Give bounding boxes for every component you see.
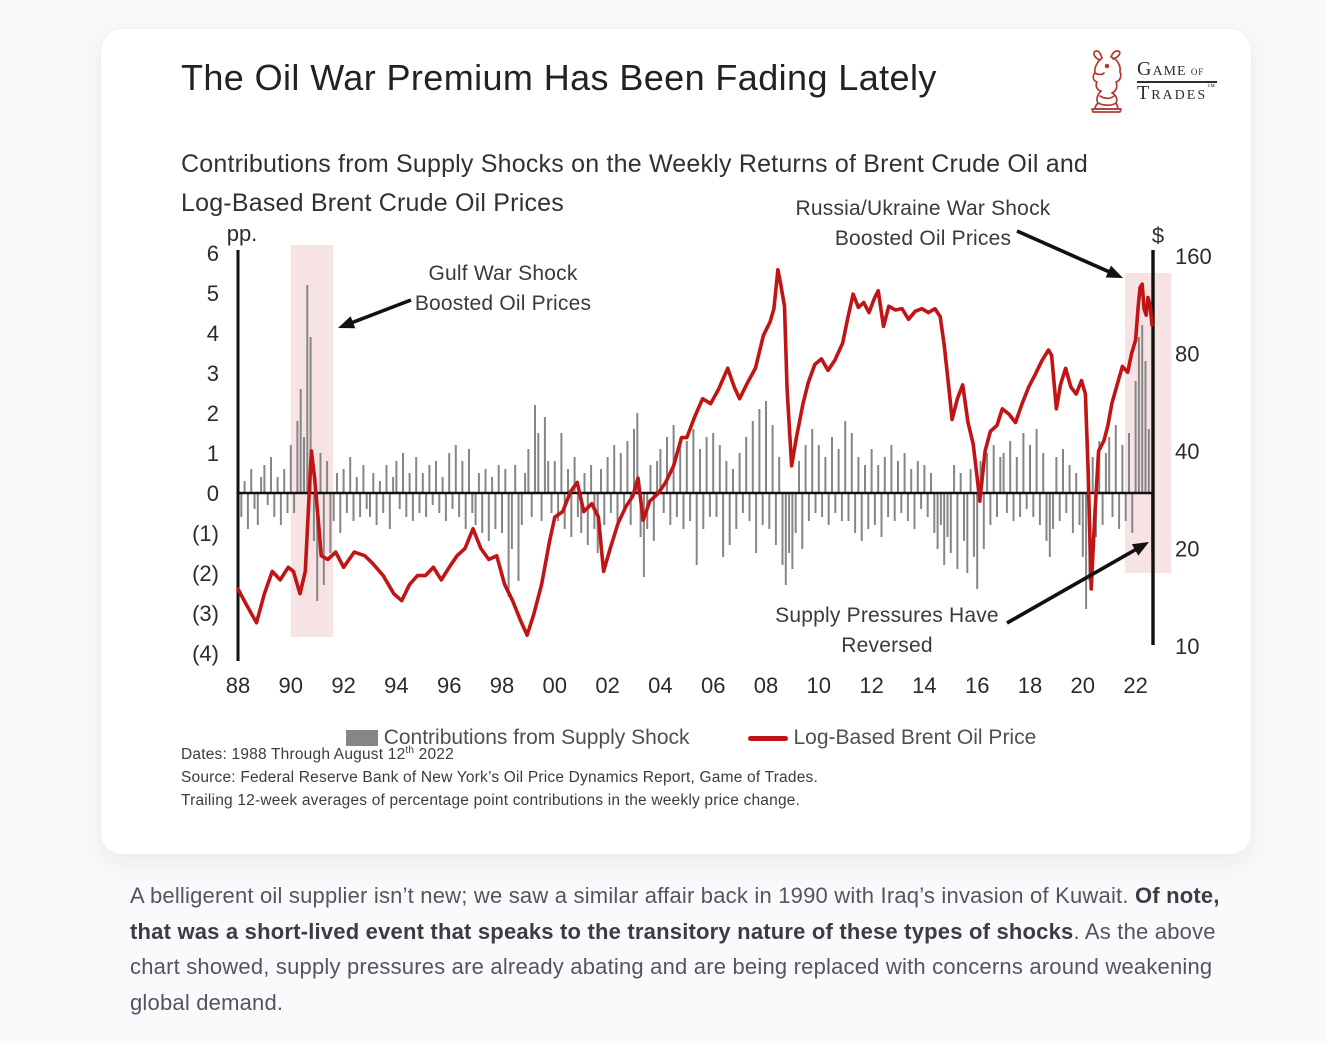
bull-chess-knight-icon [1091, 50, 1122, 113]
right-axis-tick: 10 [1175, 634, 1199, 659]
right-axis-unit: $ [1152, 223, 1164, 248]
x-axis-tick: 92 [331, 673, 355, 698]
x-axis-tick: 12 [859, 673, 883, 698]
chart-subtitle: Contributions from Supply Shocks on the … [181, 145, 1221, 223]
supply-shock-bars [237, 285, 1154, 609]
legend-label-brent-price: Log-Based Brent Oil Price [793, 726, 1037, 749]
x-axis-tick: 06 [701, 673, 725, 698]
x-axis-tick: 90 [279, 673, 303, 698]
chart-legend: Contributions from Supply Shock Log-Base… [115, 726, 1267, 750]
annotation-supply-reversed: Supply Pressures Have Reversed [775, 604, 999, 657]
right-axis-tick: 40 [1175, 439, 1199, 464]
chart-notes: Dates: 1988 Through August 12th 2022 Sou… [181, 739, 818, 812]
x-axis-tick: 14 [912, 673, 936, 698]
right-axis-tick: 160 [1175, 244, 1212, 269]
legend-item-supply-shock: Contributions from Supply Shock [345, 726, 690, 750]
left-axis-tick: (2) [192, 561, 219, 586]
note-methodology: Trailing 12-week averages of percentage … [181, 792, 801, 810]
brent-price-line [236, 268, 1154, 637]
x-axis-tick: 20 [1071, 673, 1095, 698]
annotation-gulf-war: Gulf War Shock Boosted Oil Prices [414, 262, 592, 315]
x-axis-tick: 98 [490, 673, 514, 698]
x-axis-tick: 94 [384, 673, 408, 698]
left-axis-tick: 0 [207, 481, 219, 506]
x-axis-tick: 04 [648, 673, 672, 698]
trademark-mark: ™ [1207, 81, 1217, 91]
left-axis-tick: 1 [207, 441, 219, 466]
right-axis-tick: 80 [1175, 342, 1199, 367]
x-axis-tick: 10 [807, 673, 831, 698]
x-axis-tick: 00 [543, 673, 567, 698]
page-title: The Oil War Premium Has Been Fading Late… [181, 57, 937, 98]
brent-price-swatch [747, 735, 788, 741]
annotation-russia-ukraine: Russia/Ukraine War Shock Boosted Oil Pri… [795, 197, 1051, 250]
legend-item-brent-price: Log-Based Brent Oil Price [747, 726, 1037, 750]
game-of-trades-logo: Game of Trades™ [1083, 49, 1217, 113]
left-axis-tick: (4) [192, 641, 219, 666]
left-axis-tick: 5 [207, 281, 219, 306]
logo-wordmark: Game of Trades™ [1137, 57, 1217, 104]
left-axis-tick: (3) [192, 601, 219, 626]
note-dates: Dates: 1988 Through August 12th 2022 [181, 745, 454, 764]
left-axis-tick: 6 [207, 241, 219, 266]
commentary-paragraph: A belligerent oil supplier isn’t new; we… [130, 883, 1220, 1015]
supply-reversed-arrowhead [1131, 542, 1149, 556]
x-axis-tick: 88 [226, 673, 250, 698]
chart-card: The Oil War Premium Has Been Fading Late… [100, 28, 1252, 855]
supply-shock-swatch [345, 730, 378, 746]
gulf-war-arrowhead [338, 316, 356, 329]
left-axis-tick: 3 [207, 361, 219, 386]
x-axis-tick: 96 [437, 673, 461, 698]
logo-word-trades: Trades [1137, 81, 1208, 104]
note-source: Source: Federal Reserve Bank of New York… [181, 769, 818, 787]
chart-subtitle-line1: Contributions from Supply Shocks on the … [181, 150, 1089, 178]
left-axis-tick: 2 [207, 401, 219, 426]
russia-ukraine-arrowhead [1105, 265, 1123, 278]
gulf-war-arrow [346, 298, 412, 327]
logo-word-of: of [1186, 62, 1205, 78]
left-axis-unit: pp. [227, 221, 258, 246]
x-axis-tick: 08 [754, 673, 778, 698]
russia-ukraine-arrow [1016, 229, 1115, 276]
right-axis-tick: 20 [1175, 537, 1199, 562]
supply-reversed-arrow [1006, 545, 1142, 625]
x-axis-tick: 16 [965, 673, 989, 698]
legend-label-supply-shock: Contributions from Supply Shock [383, 726, 690, 749]
x-axis-tick: 22 [1123, 673, 1147, 698]
logo-word-game: Game [1137, 57, 1187, 80]
x-axis-tick: 18 [1018, 673, 1042, 698]
x-axis-tick: 02 [595, 673, 619, 698]
left-axis-tick: (1) [192, 521, 219, 546]
left-axis-tick: 4 [207, 321, 219, 346]
chart-subtitle-line2: Log-Based Brent Crude Oil Prices [181, 189, 564, 217]
